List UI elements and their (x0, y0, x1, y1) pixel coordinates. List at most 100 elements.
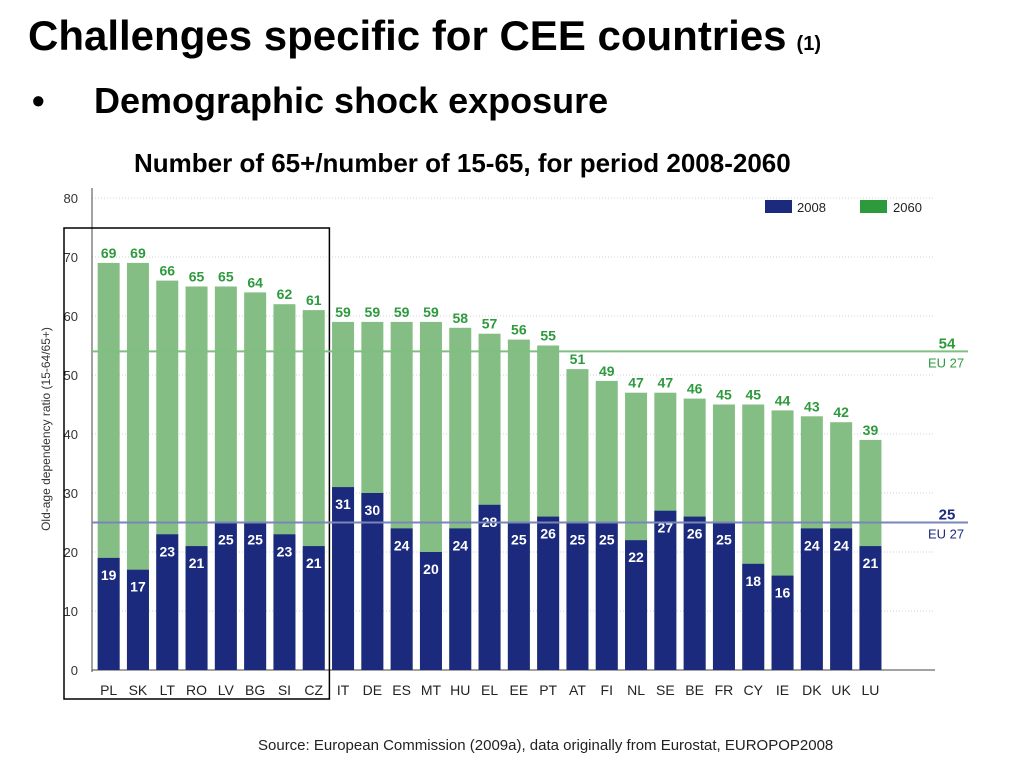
x-tick-label: LT (160, 682, 176, 698)
data-label-2060: 51 (570, 351, 586, 367)
x-tick-label: AT (569, 682, 586, 698)
bar-2060-sk (126, 262, 149, 670)
data-label-2008: 20 (423, 561, 439, 577)
data-label-2060: 62 (277, 286, 293, 302)
cee-highlight-box (63, 227, 331, 700)
data-label-2060: 59 (365, 304, 381, 320)
x-tick-label: SE (656, 682, 675, 698)
data-label-2060: 59 (423, 304, 439, 320)
bar-2008-be (683, 516, 706, 670)
bar-2008-mt (419, 552, 442, 670)
data-label-2060: 59 (335, 304, 351, 320)
bullet-text: Demographic shock exposure (94, 80, 609, 121)
data-label-2060: 47 (658, 375, 674, 391)
data-label-2060: 45 (745, 387, 761, 403)
bar-2008-at (566, 522, 589, 670)
data-label-2060: 56 (511, 322, 527, 338)
data-label-2008: 21 (189, 555, 205, 571)
data-label-2008: 17 (130, 579, 146, 595)
bar-2008-de (361, 493, 384, 670)
data-label-2060: 65 (218, 269, 234, 285)
bar-2008-bg (244, 522, 267, 670)
x-tick-label: MT (421, 682, 442, 698)
data-label-2060: 59 (394, 304, 410, 320)
legend-label-2060: 2060 (893, 200, 922, 215)
x-tick-label: EL (481, 682, 498, 698)
data-label-2008: 27 (658, 520, 674, 536)
y-tick-label: 10 (64, 604, 78, 619)
data-label-2060: 69 (130, 245, 146, 261)
data-label-2008: 18 (745, 573, 761, 589)
bar-2008-uk (830, 528, 853, 670)
x-tick-label: BG (245, 682, 265, 698)
data-label-2008: 23 (159, 543, 175, 559)
bar-2008-sk (126, 569, 149, 670)
eu27-value-2060: 54 (939, 335, 956, 352)
data-label-2008: 25 (218, 532, 234, 548)
x-tick-label: FR (715, 682, 734, 698)
eu27-label-2060: EU 27 (928, 355, 964, 370)
x-tick-label: PT (539, 682, 557, 698)
data-label-2008: 24 (452, 537, 468, 553)
data-label-2008: 25 (716, 532, 732, 548)
x-tick-label: SK (129, 682, 148, 698)
y-tick-label: 30 (64, 486, 78, 501)
bar-2008-el (478, 504, 501, 670)
x-tick-label: EE (510, 682, 529, 698)
x-tick-label: CY (744, 682, 764, 698)
slide-title-note: (1) (796, 33, 821, 55)
data-label-2060: 58 (452, 310, 468, 326)
x-tick-label: LU (861, 682, 879, 698)
data-label-2008: 25 (247, 532, 263, 548)
data-label-2008: 26 (687, 526, 703, 542)
data-label-2008: 16 (775, 585, 791, 601)
data-label-2060: 66 (159, 263, 175, 279)
bar-2008-ro (185, 546, 208, 670)
chart-subtitle: Number of 65+/number of 15-65, for perio… (134, 148, 791, 178)
x-tick-label: SI (278, 682, 291, 698)
bar-2008-lu (859, 546, 882, 670)
slide-title-text: Challenges specific for CEE countries (28, 12, 787, 59)
y-tick-label: 50 (64, 368, 78, 383)
eu27-value-2008: 25 (939, 507, 956, 524)
x-tick-label: ES (392, 682, 411, 698)
x-tick-label: CZ (304, 682, 323, 698)
data-label-2008: 26 (540, 526, 556, 542)
data-label-2060: 65 (189, 269, 205, 285)
legend-swatch-2060 (860, 200, 887, 213)
y-tick-label: 80 (64, 191, 78, 206)
data-label-2008: 25 (511, 532, 527, 548)
x-tick-label: UK (831, 682, 851, 698)
data-label-2060: 47 (628, 375, 644, 391)
slide-title: Challenges specific for CEE countries (1) (28, 12, 821, 60)
data-label-2060: 45 (716, 387, 732, 403)
data-label-2008: 21 (863, 555, 879, 571)
bar-2008-fi (595, 522, 618, 670)
bar-2008-ee (507, 522, 530, 670)
x-tick-label: HU (450, 682, 470, 698)
data-label-2060: 43 (804, 398, 820, 414)
data-label-2060: 69 (101, 245, 117, 261)
y-tick-label: 40 (64, 427, 78, 442)
x-tick-label: RO (186, 682, 207, 698)
bar-2008-se (654, 510, 677, 670)
data-label-2060: 57 (482, 316, 498, 332)
data-label-2008: 24 (804, 537, 820, 553)
data-label-2008: 31 (335, 496, 351, 512)
data-label-2008: 19 (101, 567, 117, 583)
data-label-2060: 61 (306, 292, 322, 308)
data-label-2008: 24 (394, 537, 410, 553)
data-label-2060: 49 (599, 363, 615, 379)
bar-2008-nl (625, 540, 648, 670)
bar-2008-it (332, 487, 355, 670)
data-label-2008: 24 (833, 537, 849, 553)
x-tick-label: IT (337, 682, 350, 698)
bar-2008-es (390, 528, 413, 670)
data-label-2008: 25 (570, 532, 586, 548)
bar-2008-si (273, 534, 296, 670)
bar-2008-lt (156, 534, 179, 670)
bar-2008-hu (449, 528, 472, 670)
x-tick-label: BE (685, 682, 704, 698)
x-tick-label: IE (776, 682, 789, 698)
